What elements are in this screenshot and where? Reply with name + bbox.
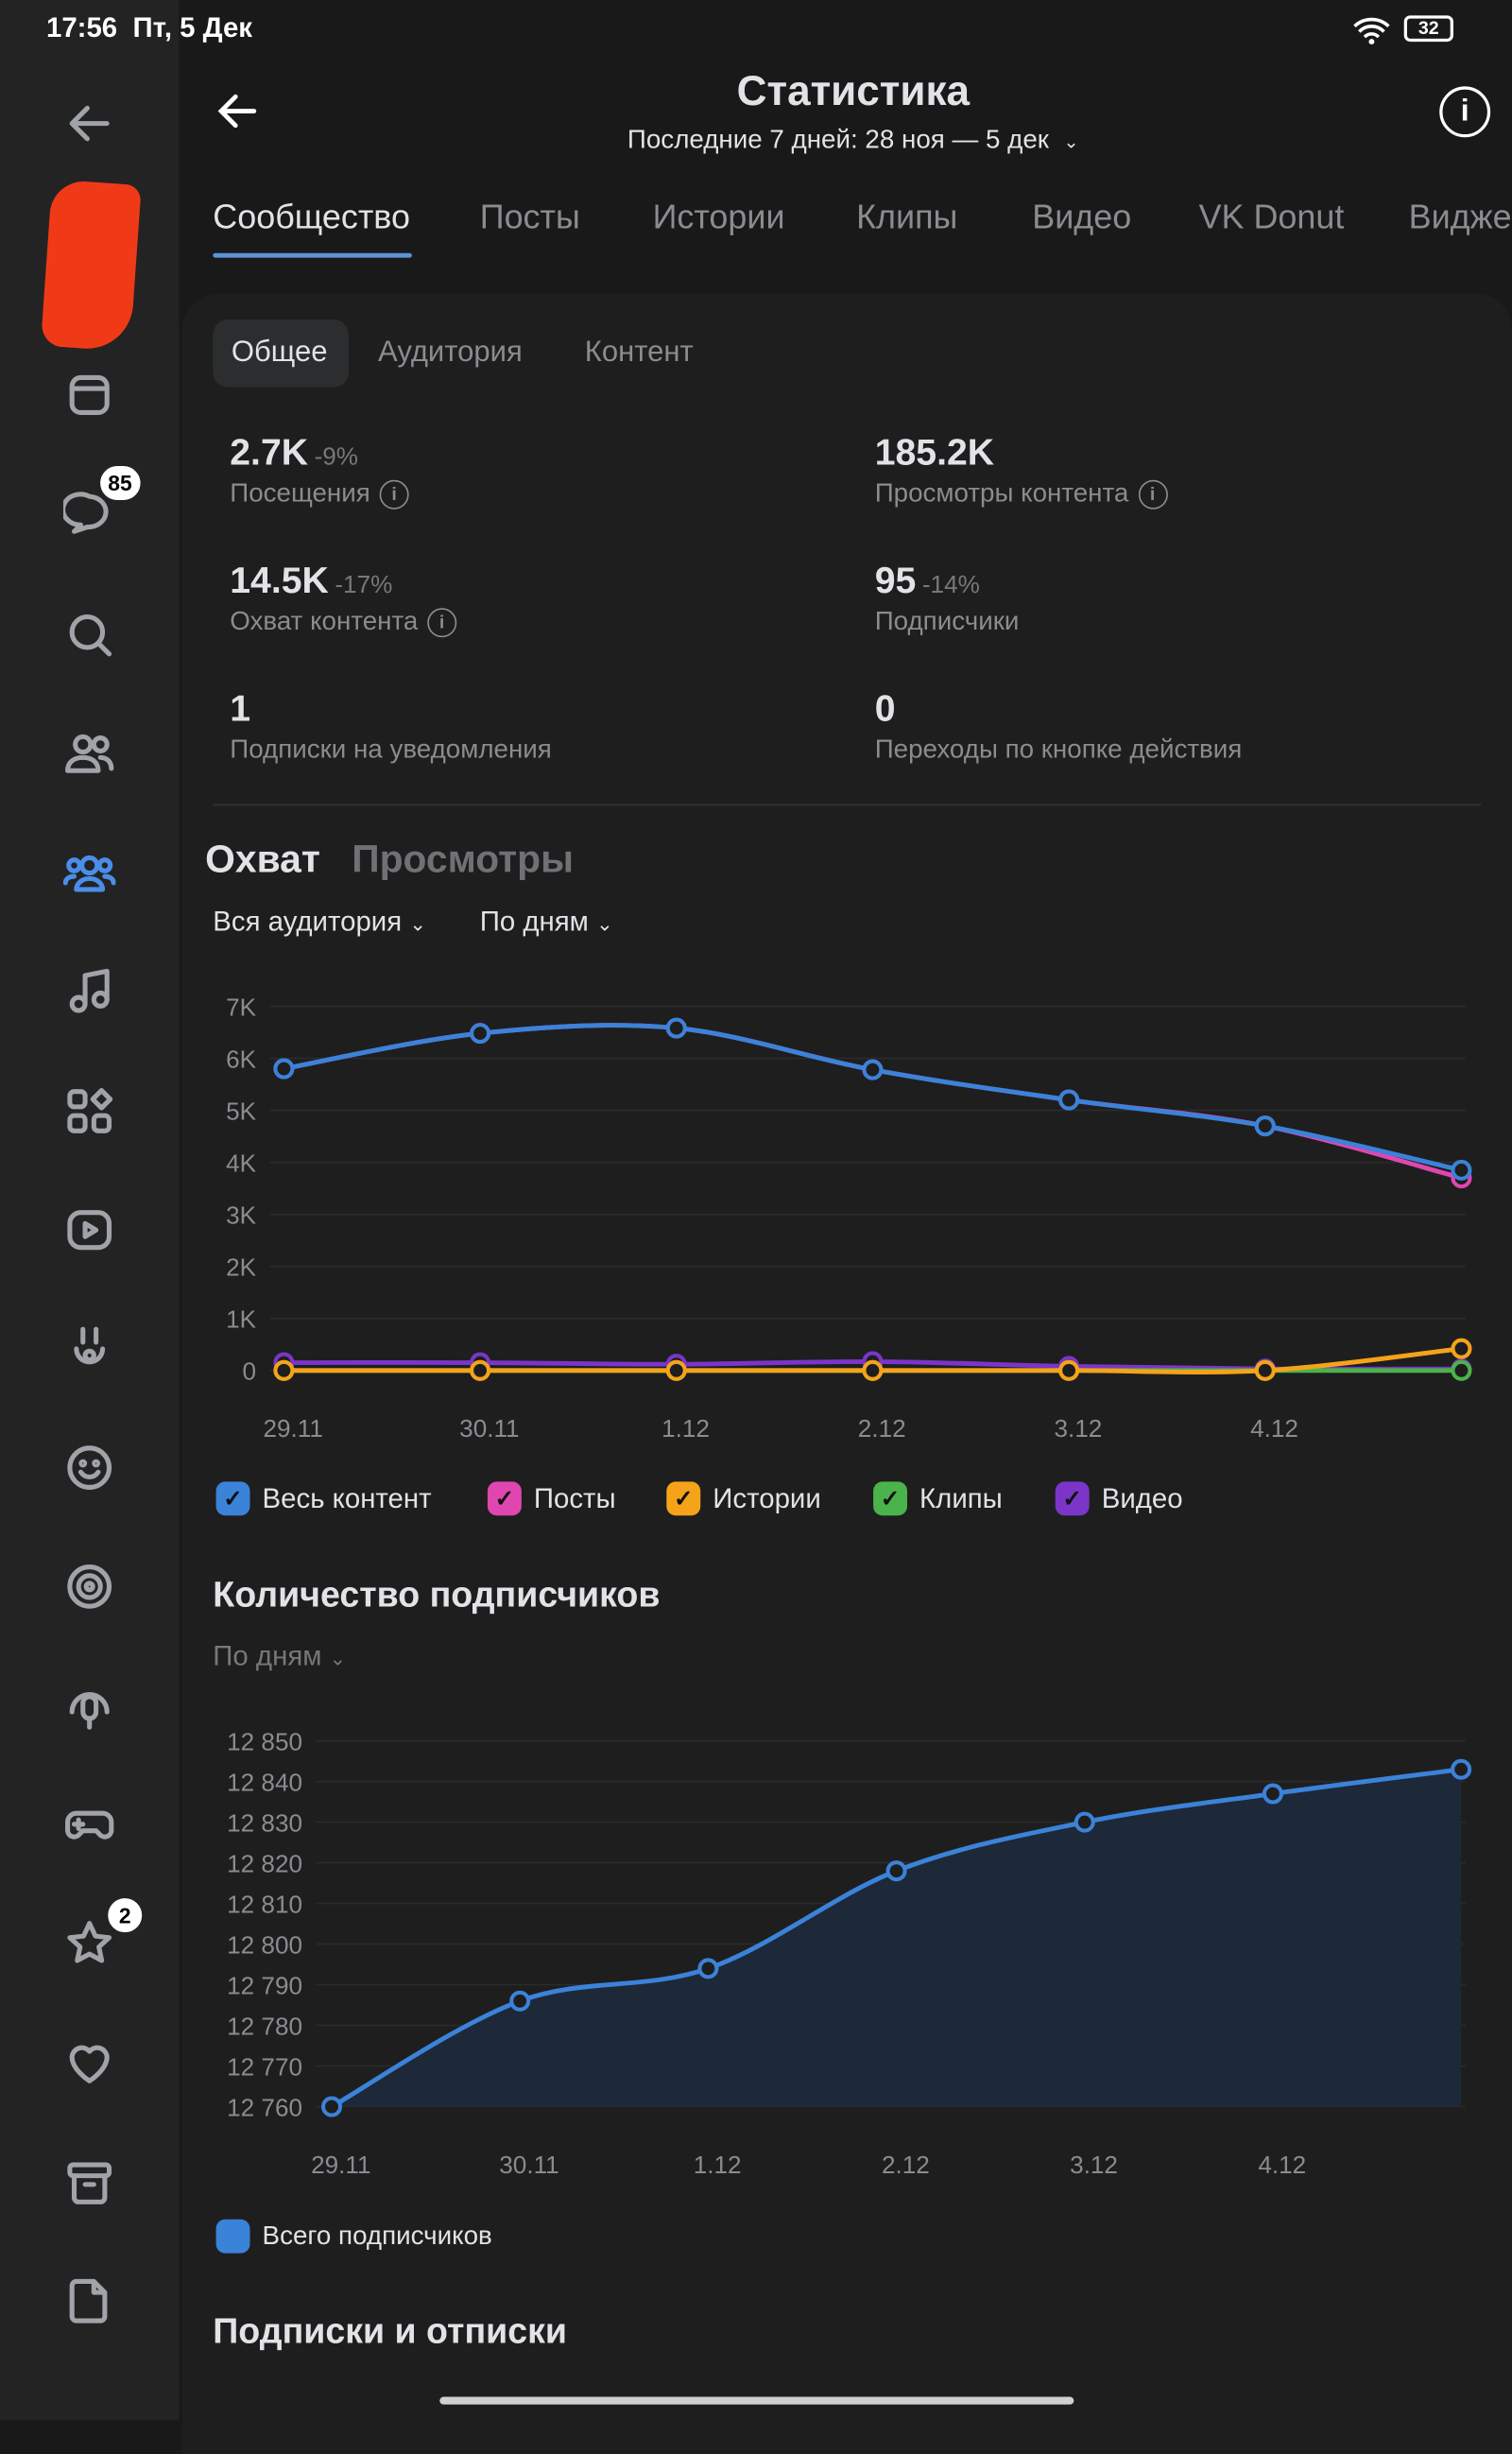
- info-icon[interactable]: i: [427, 607, 457, 637]
- legend-item[interactable]: ✓ Видео: [1055, 1481, 1183, 1516]
- heart-icon[interactable]: [59, 2032, 120, 2094]
- subscriptions-title: Подписки и отписки: [213, 2310, 567, 2351]
- legend-label: Весь контент: [262, 1482, 432, 1513]
- checkbox-checked-icon[interactable]: ✓: [487, 1481, 522, 1516]
- sidebar-back-icon[interactable]: [59, 93, 120, 154]
- page-title: Статистика: [736, 67, 971, 114]
- tab-vk-donut[interactable]: VK Donut: [1198, 197, 1345, 236]
- favorites-badge: 2: [105, 1894, 146, 1936]
- stat-notifications-value: 1: [230, 688, 251, 731]
- home-indicator[interactable]: [439, 2396, 1074, 2405]
- podcasts-icon[interactable]: [59, 1674, 120, 1736]
- stat-visits-label: Посещения i: [230, 478, 409, 510]
- checkbox-checked-icon[interactable]: ✓: [666, 1481, 701, 1516]
- subtab-general[interactable]: Общее: [231, 336, 328, 370]
- back-button[interactable]: [213, 86, 262, 135]
- games-icon[interactable]: [59, 1793, 120, 1855]
- tab-views[interactable]: Просмотры: [352, 838, 574, 882]
- legend-label: Посты: [533, 1482, 616, 1513]
- checkbox-checked-icon[interactable]: ✓: [215, 1481, 250, 1516]
- legend-label: Истории: [713, 1482, 821, 1513]
- avatar-redacted[interactable]: [40, 179, 142, 353]
- document-icon[interactable]: [59, 2271, 120, 2332]
- stickers-icon[interactable]: [59, 1437, 120, 1498]
- favorites-star-icon[interactable]: [59, 1912, 120, 1974]
- stat-subscribers-label: Подписчики: [874, 606, 1020, 636]
- stat-subscribers-value: 95 -14%: [874, 560, 980, 602]
- info-icon[interactable]: i: [379, 478, 409, 509]
- stat-reach-label: Охват контента i: [230, 607, 457, 638]
- messages-badge: 85: [96, 462, 144, 504]
- chevron-down-icon: ⌄: [1063, 130, 1079, 153]
- target-icon[interactable]: [59, 1556, 120, 1617]
- tab-stories[interactable]: Истории: [652, 197, 785, 236]
- subtab-content[interactable]: Контент: [584, 336, 694, 370]
- search-icon[interactable]: [59, 603, 120, 665]
- sidebar: 85 2: [0, 0, 180, 2420]
- services-icon[interactable]: [59, 1080, 120, 1142]
- stat-notifications-label: Подписки на уведомления: [230, 734, 552, 765]
- communities-icon[interactable]: [59, 841, 120, 903]
- audience-dropdown[interactable]: Вся аудитория ⌄: [213, 906, 427, 938]
- status-clock: 17:56: [45, 12, 118, 43]
- battery-icon: 32: [1403, 15, 1453, 43]
- legend-item[interactable]: ✓ Весь контент: [215, 1481, 432, 1516]
- tab-widgets[interactable]: Видже: [1408, 197, 1512, 236]
- wifi-icon: [1351, 15, 1391, 54]
- subscribers-title: Количество подписчиков: [213, 1574, 661, 1615]
- chevron-down-icon: ⌄: [409, 911, 427, 936]
- messages-icon[interactable]: [59, 483, 120, 544]
- tab-clips[interactable]: Клипы: [856, 197, 958, 236]
- tab-posts[interactable]: Посты: [479, 197, 580, 236]
- tab-video[interactable]: Видео: [1032, 197, 1132, 236]
- status-time: 17:56 Пт, 5 Дек: [46, 12, 252, 44]
- checkbox-checked-icon[interactable]: ✓: [873, 1481, 907, 1516]
- stat-action-clicks-value: 0: [874, 688, 896, 731]
- tab-indicator: [213, 252, 412, 258]
- stat-visits-value: 2.7K -9%: [230, 432, 359, 475]
- calendar-icon[interactable]: [59, 364, 120, 425]
- legend-label: Клипы: [919, 1482, 1003, 1513]
- info-icon[interactable]: i: [1138, 478, 1168, 509]
- legend-swatch: [215, 2219, 250, 2254]
- legend-item[interactable]: ✓ Клипы: [873, 1481, 1003, 1516]
- tab-reach[interactable]: Охват: [205, 838, 320, 882]
- archive-icon[interactable]: [59, 2152, 120, 2213]
- info-button[interactable]: i: [1439, 86, 1491, 138]
- legend-total-subscribers[interactable]: Всего подписчиков: [215, 2219, 492, 2254]
- friends-icon[interactable]: [59, 722, 120, 784]
- stat-views-value: 185.2K: [874, 432, 995, 475]
- legend-item[interactable]: ✓ Истории: [666, 1481, 821, 1516]
- tab-community[interactable]: Сообщество: [213, 197, 410, 236]
- stat-views-label: Просмотры контента i: [875, 478, 1168, 510]
- stat-reach-value: 14.5K -17%: [230, 560, 393, 602]
- divider: [213, 804, 1482, 806]
- legend-label: Видео: [1101, 1482, 1183, 1513]
- stat-action-clicks-label: Переходы по кнопке действия: [874, 734, 1243, 765]
- arrow-left-icon: [217, 94, 257, 129]
- subscribers-period-dropdown[interactable]: По дням ⌄: [213, 1640, 347, 1672]
- chevron-down-icon: ⌄: [329, 1647, 347, 1670]
- period-dropdown[interactable]: По дням ⌄: [479, 906, 613, 938]
- clips-icon[interactable]: [59, 1318, 120, 1379]
- subtab-audience[interactable]: Аудитория: [377, 336, 523, 370]
- music-icon[interactable]: [59, 960, 120, 1022]
- subtab-general-bg: [213, 319, 349, 388]
- legend-item[interactable]: ✓ Посты: [487, 1481, 616, 1516]
- period-selector[interactable]: Последние 7 дней: 28 ноя — 5 дек ⌄: [627, 125, 1079, 155]
- video-icon[interactable]: [59, 1200, 120, 1261]
- chevron-down-icon: ⌄: [596, 911, 613, 936]
- status-date: Пт, 5 Дек: [132, 12, 253, 43]
- checkbox-checked-icon[interactable]: ✓: [1055, 1481, 1090, 1516]
